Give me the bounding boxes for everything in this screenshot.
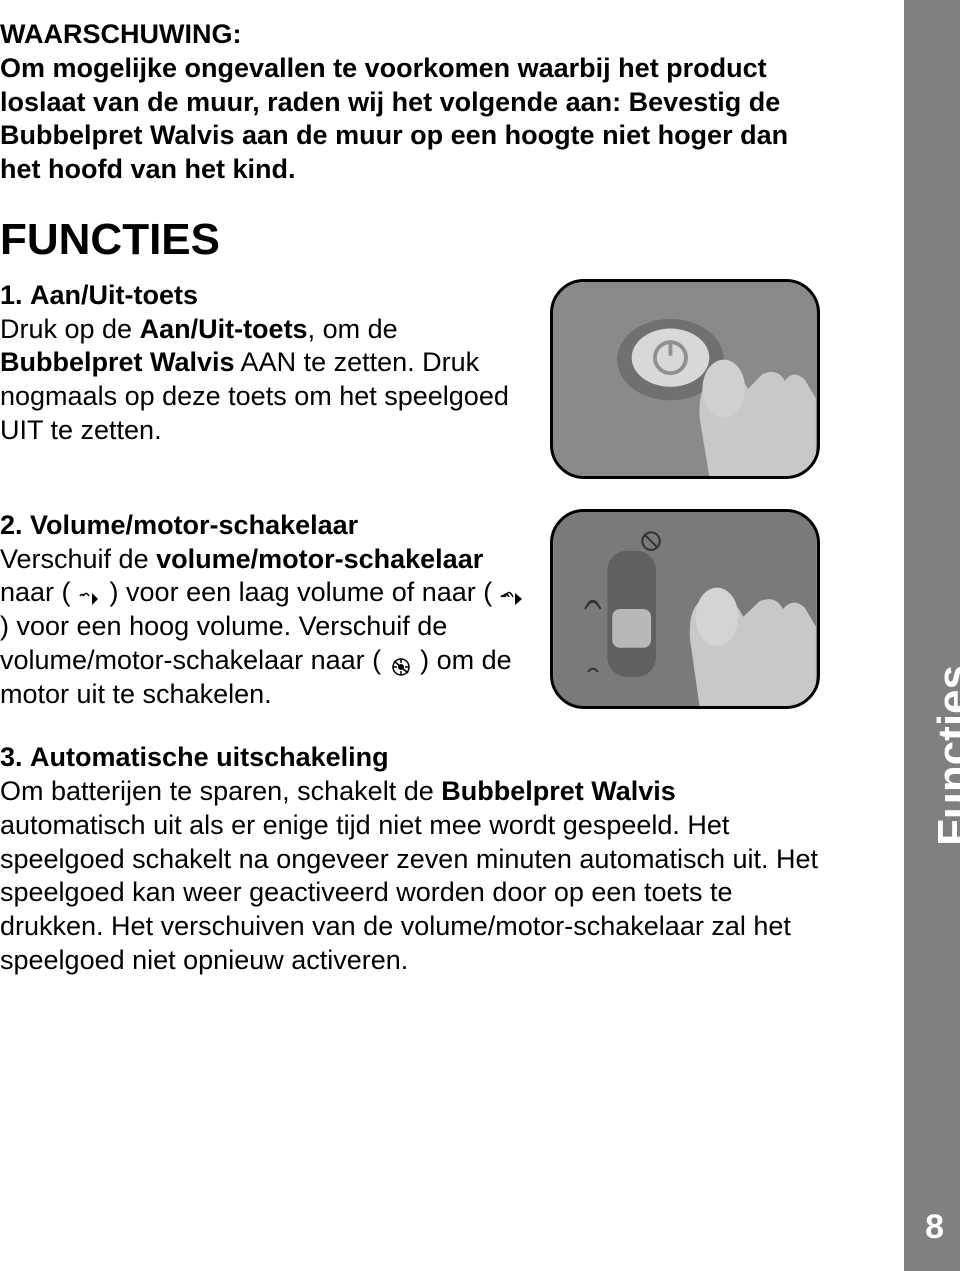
body-bold2: Bubbelpret Walvis (0, 347, 235, 377)
item-number: 2. (0, 510, 23, 540)
functions-heading: FUNCTIES (0, 215, 820, 265)
body-mid2: ) voor een laag volume of naar ( (102, 577, 500, 607)
volume-slider-illustration (550, 509, 820, 709)
high-volume-icon (500, 584, 524, 604)
function-item-2: 2. Volume/motor-schakelaar Verschuif de … (0, 509, 820, 712)
low-volume-icon (78, 584, 102, 604)
motor-off-icon (389, 652, 413, 672)
body-pre: Druk op de (0, 314, 140, 344)
body-pre: Verschuif de (0, 544, 156, 574)
body-bold1: Bubbelpret Walvis (441, 776, 676, 806)
item-title: Volume/motor-schakelaar (30, 510, 358, 540)
side-tab: Functies 8 (904, 0, 960, 1271)
warning-body: Om mogelijke ongevallen te voorkomen waa… (0, 53, 788, 184)
item-title: Automatische uitschakeling (30, 742, 389, 772)
warning-block: WAARSCHUWING: Om mogelijke ongevallen te… (0, 18, 820, 187)
body-mid: , om de (308, 314, 398, 344)
item-number: 1. (0, 280, 23, 310)
tab-label: Functies (929, 665, 960, 846)
page-number: 8 (925, 1208, 944, 1247)
body-post: automatisch uit als er enige tijd niet m… (0, 810, 818, 975)
body-pre: Om batterijen te sparen, schakelt de (0, 776, 441, 806)
power-button-illustration (550, 279, 820, 479)
item-number: 3. (0, 742, 23, 772)
body-bold1: Aan/Uit-toets (140, 314, 308, 344)
function-item-3: 3. Automatische uitschakeling Om batteri… (0, 741, 820, 977)
body-bold1: volume/motor-schakelaar (156, 544, 483, 574)
body-mid3: ) voor een hoog volume. Verschuif de vol… (0, 611, 447, 675)
warning-heading: WAARSCHUWING: (0, 19, 241, 49)
function-item-1: 1. Aan/Uit-toets Druk op de Aan/Uit-toet… (0, 279, 820, 479)
item-title: Aan/Uit-toets (30, 280, 198, 310)
function-text-1: 1. Aan/Uit-toets Druk op de Aan/Uit-toet… (0, 279, 528, 448)
manual-page: Functies 8 WAARSCHUWING: Om mogelijke on… (0, 0, 960, 1271)
content-area: WAARSCHUWING: Om mogelijke ongevallen te… (0, 18, 890, 978)
body-mid1: naar ( (0, 577, 78, 607)
function-text-2: 2. Volume/motor-schakelaar Verschuif de … (0, 509, 528, 712)
